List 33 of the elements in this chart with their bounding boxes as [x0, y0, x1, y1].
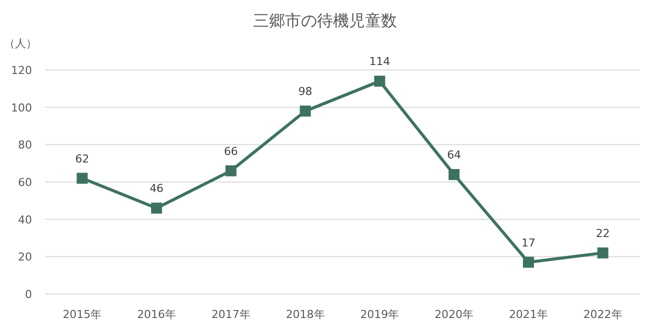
data-label: 98: [298, 85, 312, 98]
x-tick-label: 2016年: [137, 308, 176, 321]
point: [522, 256, 534, 268]
y-tick-label: 100: [11, 101, 32, 114]
chart-title: 三郷市の待機児童数: [253, 11, 397, 30]
point: [151, 202, 162, 214]
y-tick-label: 0: [25, 288, 32, 301]
data-label: 64: [447, 148, 462, 162]
point: [374, 76, 386, 87]
x-tick-label: 2021年: [508, 308, 548, 321]
point: [76, 172, 88, 184]
x-tick-label: 2020年: [434, 308, 474, 321]
y-axis-title: （人）: [4, 37, 37, 50]
y-tick-label: 40: [18, 213, 32, 226]
y-tick-label: 60: [18, 176, 32, 189]
data-label: 114: [369, 55, 390, 68]
x-tick-label: 2022年: [583, 308, 622, 321]
data-label: 46: [150, 182, 164, 196]
data-label: 17: [521, 236, 536, 250]
y-tick-label: 80: [18, 138, 32, 152]
y-tick-label: 20: [18, 250, 32, 264]
point: [597, 247, 608, 258]
x-tick-label: 2017年: [211, 308, 250, 321]
point: [300, 106, 311, 117]
x-tick-label: 2015年: [62, 308, 102, 321]
x-tick-label: 2019年: [360, 308, 400, 321]
data-label: 22: [596, 226, 610, 240]
data-label: 66: [224, 144, 238, 158]
point: [225, 165, 236, 176]
y-tick-label: 120: [11, 64, 32, 77]
point: [448, 169, 460, 180]
x-tick-label: 2018年: [286, 308, 325, 321]
data-label: 62: [75, 152, 90, 166]
